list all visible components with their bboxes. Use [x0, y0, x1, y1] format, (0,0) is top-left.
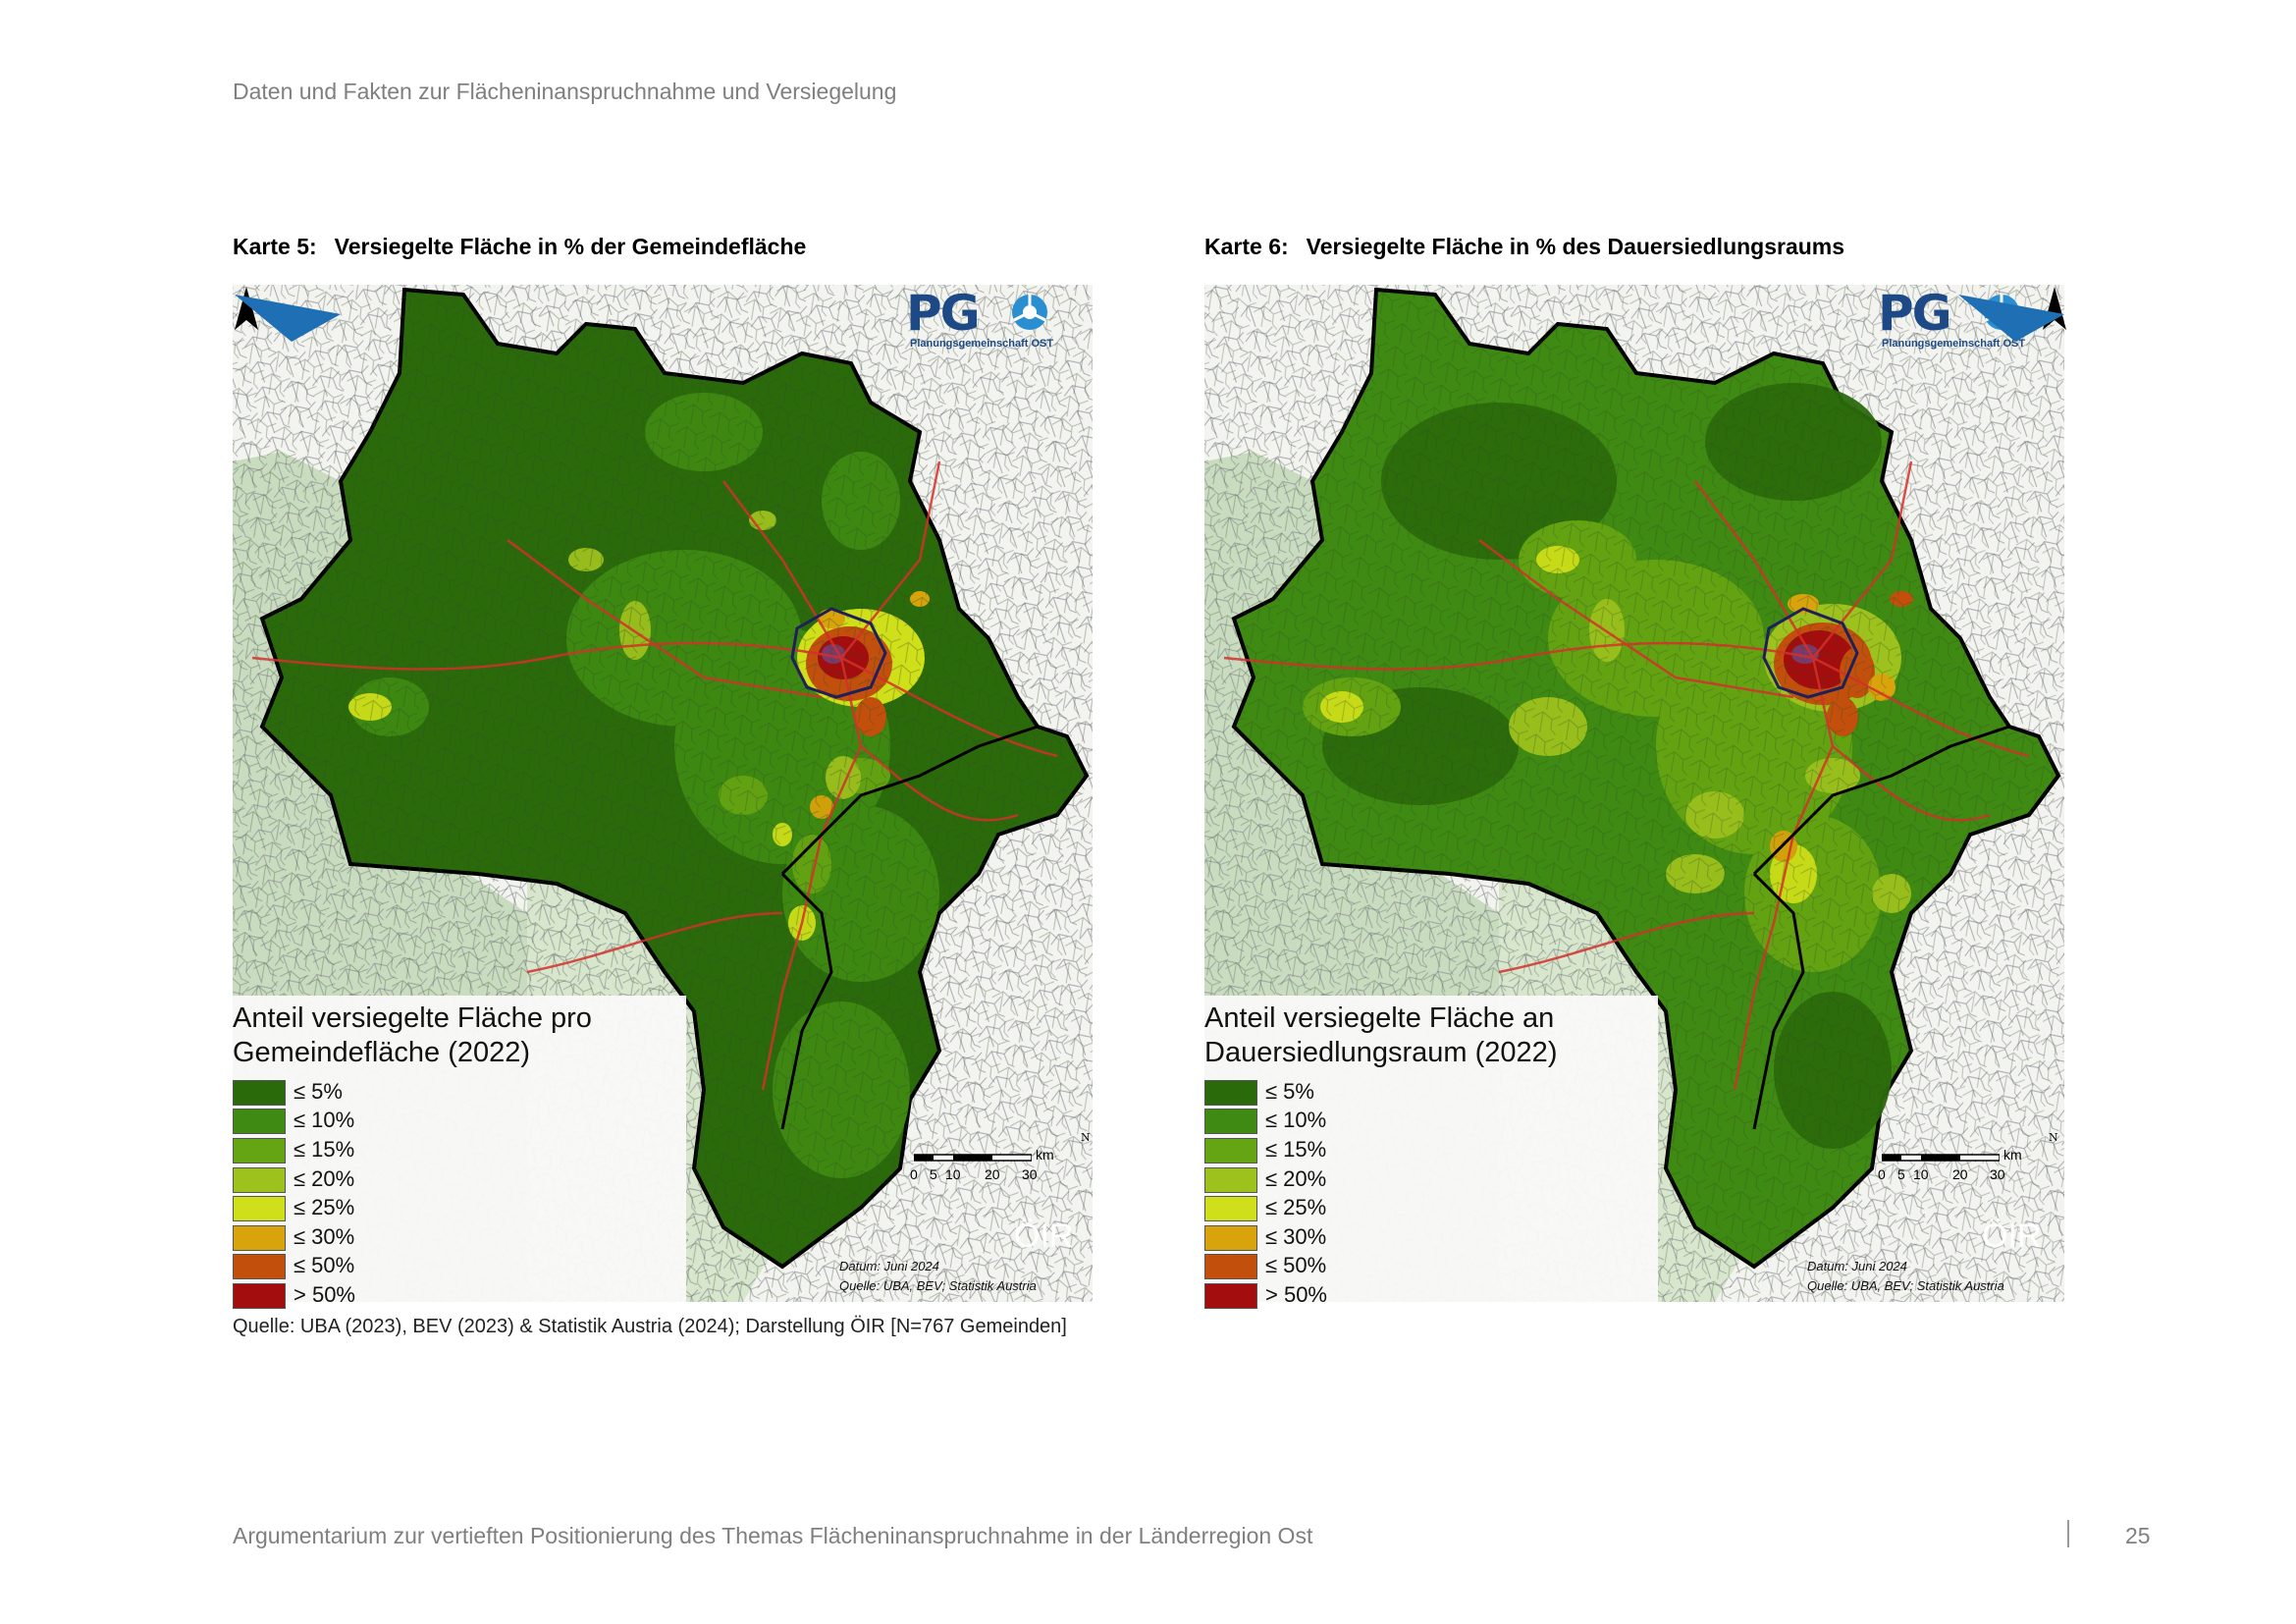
pg-logo-letters: PG	[1878, 285, 1952, 342]
oir-logo	[235, 295, 341, 342]
legend-swatch	[1204, 1225, 1257, 1251]
map-source: Quelle: UBA, BEV; Statistik Austria	[839, 1278, 1037, 1293]
legend-label: ≤ 10%	[1265, 1108, 1327, 1132]
scale-tick: 20	[1952, 1166, 1968, 1182]
scale-tick: 10	[945, 1166, 961, 1182]
north-arrow-icon	[235, 287, 258, 330]
north-label: N	[2049, 1131, 2058, 1144]
road-network	[251, 460, 1058, 1091]
legend-title-line: Anteil versiegelte Fläche an	[1204, 1002, 1555, 1034]
map-legend: Anteil versiegelte Fläche pro Gemeindefl…	[233, 996, 686, 1309]
legend-swatch	[233, 1080, 286, 1106]
pg-logo-subtitle: Planungsgemeinschaft OST	[1882, 338, 2026, 350]
legend-swatch	[233, 1109, 286, 1134]
scale-unit: km	[2003, 1147, 2022, 1163]
running-header: Daten und Fakten zur Flächeninanspruchna…	[233, 79, 897, 104]
pg-logo: PG Planungsgemeinschaft OST	[906, 285, 1073, 352]
legend-swatch	[233, 1283, 286, 1309]
oir-logo-text: ÖIR	[1014, 1218, 1074, 1255]
map-panel-6: PG Planungsgemeinschaft OST 0 5 10 20 30…	[1204, 285, 2066, 1309]
map-caption-5: Karte 5: Versiegelte Fläche in % der Geme…	[233, 234, 806, 260]
legend-label: ≤ 25%	[1265, 1195, 1327, 1219]
scale-tick: 5	[1897, 1166, 1905, 1182]
legend-title: Anteil versiegelte Fläche an Dauersiedlu…	[1204, 1001, 1636, 1070]
scale-bar: 0 5 10 20 30 km	[1878, 1147, 2022, 1192]
map-caption-6: Karte 6: Versiegelte Fläche in % des Daue…	[1204, 234, 1844, 260]
scale-bar-graphic	[914, 1154, 1032, 1162]
legend-swatch	[1204, 1196, 1257, 1221]
legend-swatch	[1204, 1080, 1257, 1106]
legend-swatch	[233, 1138, 286, 1164]
oir-logo	[1958, 295, 2064, 342]
legend-label: ≤ 50%	[1265, 1253, 1327, 1277]
legend-label: ≤ 10%	[294, 1108, 355, 1132]
map-caption-title: Versiegelte Fläche in % des Dauersiedlun…	[1306, 234, 1845, 259]
legend-title: Anteil versiegelte Fläche pro Gemeindefl…	[233, 1001, 665, 1070]
map-date: Datum: Juni 2024	[1807, 1259, 1907, 1273]
legend-title-line: Gemeindefläche (2022)	[233, 1037, 531, 1068]
map-caption-number: Karte 5:	[233, 234, 317, 259]
road-network	[1223, 460, 2030, 1091]
footer-divider	[2067, 1520, 2069, 1547]
page-number: 25	[2125, 1523, 2151, 1548]
map-date: Datum: Juni 2024	[839, 1259, 939, 1273]
legend-swatch	[1204, 1167, 1257, 1193]
map-legend: Anteil versiegelte Fläche an Dauersiedlu…	[1204, 996, 1658, 1309]
oir-logo-text: ÖIR	[1982, 1218, 2042, 1255]
legend-swatch	[1204, 1254, 1257, 1279]
legend-label: ≤ 15%	[294, 1137, 355, 1162]
map-caption-number: Karte 6:	[1204, 234, 1289, 259]
legend-swatch	[233, 1254, 286, 1279]
vienna-boundary	[1762, 607, 1859, 699]
legend-label: ≤ 15%	[1265, 1137, 1327, 1162]
state-border-inner	[780, 725, 1039, 1130]
vienna-boundary	[790, 607, 887, 699]
legend-label: > 50%	[1265, 1282, 1327, 1307]
legend-swatch	[233, 1167, 286, 1193]
legend-label: ≤ 20%	[294, 1166, 355, 1191]
legend-label: ≤ 5%	[1265, 1079, 1314, 1104]
legend-label: ≤ 50%	[294, 1253, 355, 1277]
pg-logo-icon	[1012, 295, 1047, 330]
legend-label: > 50%	[294, 1282, 355, 1307]
scale-tick: 0	[910, 1166, 918, 1182]
legend-label: ≤ 30%	[1265, 1224, 1327, 1249]
legend-swatch	[1204, 1138, 1257, 1164]
legend-swatch	[1204, 1109, 1257, 1134]
map-panel-5: PG Planungsgemeinschaft OST 0 5 10 20 30…	[233, 285, 1093, 1309]
scale-tick: 30	[1022, 1166, 1038, 1182]
north-label: N	[1081, 1131, 1091, 1144]
scale-tick: 10	[1913, 1166, 1929, 1182]
map-source: Quelle: UBA, BEV; Statistik Austria	[1807, 1278, 2004, 1293]
state-border-inner	[1752, 725, 2010, 1130]
pg-logo-subtitle: Planungsgemeinschaft OST	[910, 338, 1054, 350]
footer-text: Argumentarium zur vertieften Positionier…	[233, 1523, 1313, 1548]
scale-tick: 5	[930, 1166, 937, 1182]
pg-logo-letters: PG	[906, 285, 981, 342]
legend-label: ≤ 5%	[294, 1079, 343, 1104]
scale-unit: km	[1036, 1147, 1054, 1163]
scale-tick: 20	[985, 1166, 1000, 1182]
legend-swatch	[1204, 1283, 1257, 1309]
legend-swatch	[233, 1196, 286, 1221]
legend-label: ≤ 20%	[1265, 1166, 1327, 1191]
scale-bar: 0 5 10 20 30 km	[910, 1147, 1054, 1192]
legend-label: ≤ 30%	[294, 1224, 355, 1249]
scale-bar-graphic	[1882, 1154, 2000, 1162]
map-date-note: Datum: Juni 2024 Quelle: UBA, BEV; Stati…	[1807, 1257, 2004, 1296]
legend-swatch	[233, 1225, 286, 1251]
legend-title-line: Dauersiedlungsraum (2022)	[1204, 1037, 1558, 1068]
scale-tick: 0	[1878, 1166, 1886, 1182]
source-line: Quelle: UBA (2023), BEV (2023) & Statist…	[233, 1316, 1067, 1337]
map-date-note: Datum: Juni 2024 Quelle: UBA, BEV; Stati…	[839, 1257, 1037, 1296]
map-caption-title: Versiegelte Fläche in % der Gemeindefläc…	[334, 234, 807, 259]
legend-label: ≤ 25%	[294, 1195, 355, 1219]
legend-title-line: Anteil versiegelte Fläche pro	[233, 1002, 592, 1034]
scale-tick: 30	[1990, 1166, 2005, 1182]
